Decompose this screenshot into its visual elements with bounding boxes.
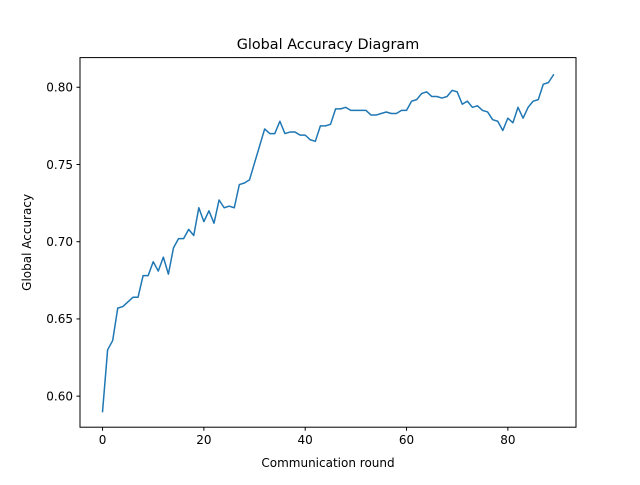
chart-title: Global Accuracy Diagram xyxy=(237,37,420,53)
accuracy-series-line xyxy=(101,73,555,413)
x-tick-label: 20 xyxy=(196,433,211,447)
x-tick-label: 0 xyxy=(99,433,107,447)
y-tick-label: 0.75 xyxy=(46,158,73,172)
y-axis-label: Global Accuracy xyxy=(20,194,34,291)
x-tick-label: 80 xyxy=(500,433,515,447)
y-tick-label: 0.65 xyxy=(46,312,73,326)
plot-area-frame xyxy=(79,57,577,428)
x-axis-ticks: 0 20 40 60 80 xyxy=(99,427,515,447)
y-tick-label: 0.80 xyxy=(46,81,73,95)
x-tick-label: 40 xyxy=(298,433,313,447)
x-axis-label: Communication round xyxy=(261,456,394,470)
x-tick-label: 60 xyxy=(399,433,414,447)
y-tick-label: 0.70 xyxy=(46,235,73,249)
y-tick-label: 0.60 xyxy=(46,389,73,403)
series-layer xyxy=(101,73,555,413)
y-axis-ticks: 0.60 0.65 0.70 0.75 0.80 xyxy=(46,81,80,403)
